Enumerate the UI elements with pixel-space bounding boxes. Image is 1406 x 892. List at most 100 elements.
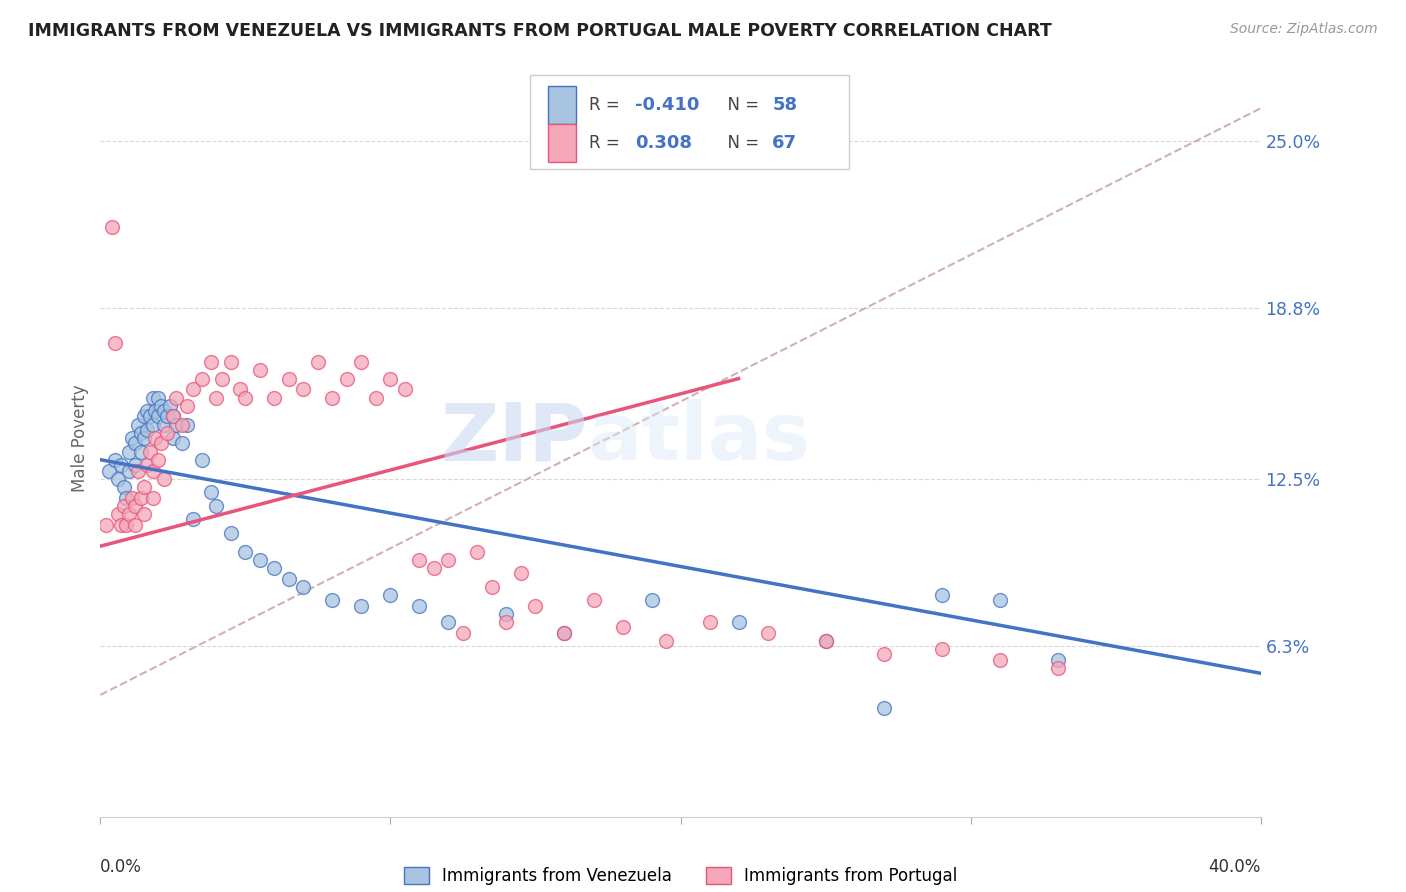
- Point: [162, 431, 184, 445]
- Point: [1046, 653, 1069, 667]
- Point: [211, 371, 233, 385]
- Point: [129, 425, 152, 440]
- Point: [150, 436, 173, 450]
- Point: [118, 507, 141, 521]
- Point: [170, 417, 193, 432]
- Point: [138, 409, 160, 424]
- Point: [495, 615, 517, 629]
- Point: [115, 517, 138, 532]
- Text: ZIP: ZIP: [440, 399, 588, 477]
- Text: atlas: atlas: [588, 399, 811, 477]
- Point: [124, 436, 146, 450]
- Text: 0.308: 0.308: [636, 134, 692, 152]
- Point: [249, 552, 271, 566]
- Point: [118, 444, 141, 458]
- Point: [988, 653, 1011, 667]
- Point: [142, 391, 165, 405]
- Point: [118, 463, 141, 477]
- Point: [437, 615, 460, 629]
- FancyBboxPatch shape: [548, 87, 576, 124]
- Point: [94, 517, 117, 532]
- Point: [249, 363, 271, 377]
- Point: [321, 593, 343, 607]
- Point: [145, 431, 167, 445]
- Point: [107, 472, 129, 486]
- Point: [699, 615, 721, 629]
- Point: [104, 452, 127, 467]
- Point: [132, 507, 155, 521]
- Point: [200, 355, 222, 369]
- Point: [200, 485, 222, 500]
- Point: [153, 472, 176, 486]
- Point: [872, 701, 894, 715]
- Point: [181, 383, 204, 397]
- Point: [135, 458, 157, 472]
- Point: [159, 399, 181, 413]
- Text: Source: ZipAtlas.com: Source: ZipAtlas.com: [1230, 22, 1378, 37]
- Point: [350, 599, 373, 613]
- Point: [872, 648, 894, 662]
- Point: [931, 588, 953, 602]
- Point: [263, 561, 285, 575]
- Point: [336, 371, 359, 385]
- Point: [142, 417, 165, 432]
- FancyBboxPatch shape: [548, 124, 576, 161]
- Point: [145, 404, 167, 418]
- Point: [142, 463, 165, 477]
- Point: [277, 371, 299, 385]
- Point: [582, 593, 605, 607]
- Point: [124, 499, 146, 513]
- Point: [380, 371, 402, 385]
- Point: [292, 383, 315, 397]
- Point: [263, 391, 285, 405]
- Point: [107, 507, 129, 521]
- Point: [307, 355, 329, 369]
- Point: [437, 552, 460, 566]
- Point: [205, 499, 228, 513]
- Point: [191, 371, 214, 385]
- Point: [148, 452, 170, 467]
- Point: [235, 391, 257, 405]
- Point: [162, 409, 184, 424]
- Point: [156, 409, 179, 424]
- Y-axis label: Male Poverty: Male Poverty: [72, 384, 89, 491]
- Point: [150, 399, 173, 413]
- Point: [321, 391, 343, 405]
- Point: [756, 625, 779, 640]
- Point: [191, 452, 214, 467]
- Point: [408, 599, 430, 613]
- Point: [153, 404, 176, 418]
- Point: [101, 220, 124, 235]
- Text: R =: R =: [589, 96, 624, 114]
- Point: [115, 491, 138, 505]
- Text: 58: 58: [772, 96, 797, 114]
- Text: N =: N =: [717, 96, 763, 114]
- Point: [165, 417, 187, 432]
- Point: [364, 391, 387, 405]
- Point: [467, 544, 489, 558]
- Point: [727, 615, 749, 629]
- Text: -0.410: -0.410: [636, 96, 700, 114]
- Point: [138, 444, 160, 458]
- Point: [814, 633, 837, 648]
- Point: [127, 417, 149, 432]
- Point: [510, 566, 533, 581]
- Point: [553, 625, 575, 640]
- Point: [132, 431, 155, 445]
- Point: [148, 409, 170, 424]
- Point: [380, 588, 402, 602]
- Point: [98, 463, 121, 477]
- Point: [612, 620, 634, 634]
- Point: [277, 572, 299, 586]
- Point: [110, 458, 132, 472]
- Point: [121, 491, 143, 505]
- Point: [640, 593, 662, 607]
- Point: [408, 552, 430, 566]
- Point: [205, 391, 228, 405]
- Point: [1046, 661, 1069, 675]
- Point: [165, 391, 187, 405]
- Point: [176, 399, 198, 413]
- Point: [132, 480, 155, 494]
- Point: [156, 425, 179, 440]
- Point: [524, 599, 547, 613]
